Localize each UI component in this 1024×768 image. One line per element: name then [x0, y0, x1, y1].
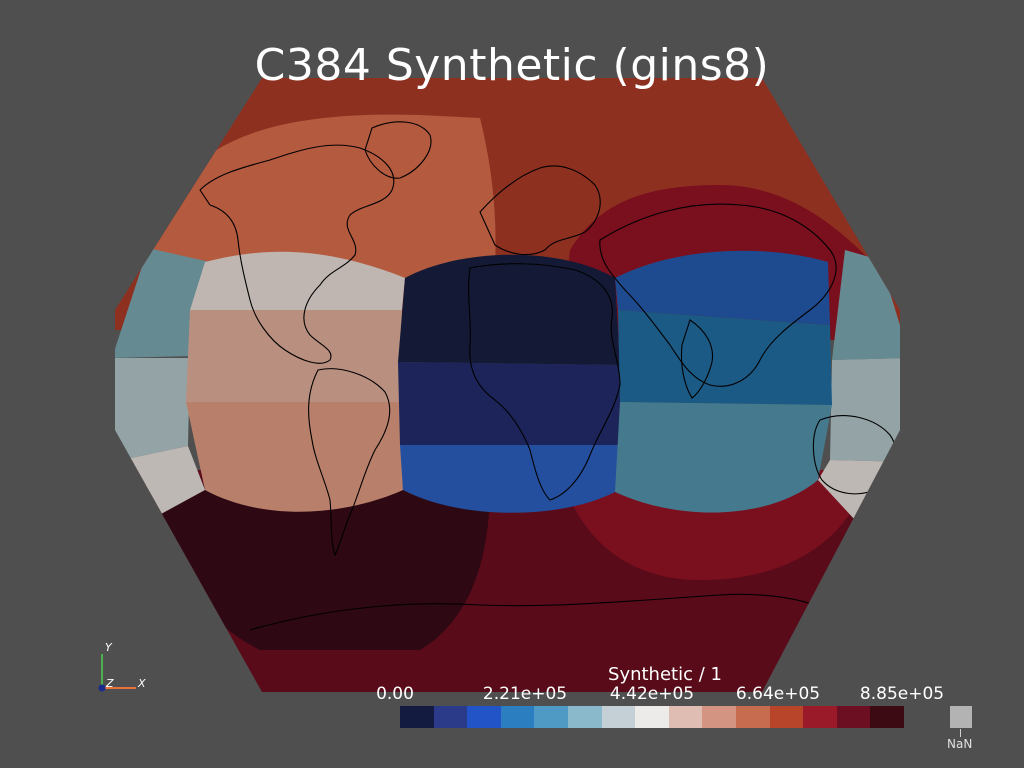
colorbar-swatch-3	[500, 706, 535, 728]
colorbar-tick-0: 0.00	[376, 684, 414, 704]
center-face-top	[398, 254, 620, 365]
colorbar-swatch-5	[567, 706, 602, 728]
x-axis-label: X	[137, 677, 146, 690]
left-face-bottom	[186, 402, 403, 512]
right-face-top	[615, 250, 830, 325]
colorbar-swatch-4	[534, 706, 568, 728]
coastline-asia	[599, 203, 837, 387]
colorbar-swatch-7	[635, 706, 669, 728]
colorbar-swatch-6	[601, 706, 636, 728]
colorbar-tick-1: 2.21e+05	[482, 684, 568, 704]
colorbar-title: Synthetic / 1	[608, 664, 722, 685]
nan-color-swatch	[950, 706, 972, 728]
coastline-antarctica	[249, 593, 841, 631]
coastline-africa	[468, 263, 621, 501]
cubed-sphere-mesh	[115, 78, 900, 692]
right-face-mid	[618, 310, 832, 405]
south-dark-region	[150, 485, 490, 650]
colorbar-swatch-8	[668, 706, 703, 728]
colorbar-swatch-1	[433, 706, 468, 728]
colorbar-tick-4: 8.85e+05	[859, 684, 945, 704]
orientation-axes: Y X Z	[98, 641, 146, 692]
colorbar-swatch-11	[769, 706, 804, 728]
right-face-bottom	[615, 402, 832, 513]
coastline-north-america	[199, 144, 395, 364]
far-left-face-bottom	[115, 446, 205, 520]
coastline-greenland	[364, 121, 432, 179]
nan-tick-line	[960, 729, 961, 737]
left-face-top	[190, 251, 405, 310]
z-axis-dot	[98, 684, 106, 692]
center-face-bottom	[400, 445, 620, 513]
colorbar-swatch-2	[467, 706, 501, 728]
coastline-south-america	[308, 368, 391, 557]
coastline-europe	[479, 165, 601, 256]
north-face-region	[150, 114, 496, 280]
far-left-face-top	[115, 248, 210, 358]
nan-label: NaN	[947, 737, 973, 751]
colorbar-tick-3: 6.64e+05	[735, 684, 821, 704]
colorbar-swatch-13	[836, 706, 871, 728]
plot-title: C384 Synthetic (gins8)	[254, 40, 770, 91]
far-right-face-top	[832, 250, 900, 360]
far-right-face-mid	[830, 358, 900, 462]
colorbar-swatch-10	[735, 706, 770, 728]
colorbar-tick-2: 4.42e+05	[609, 684, 695, 704]
z-axis-label: Z	[105, 677, 114, 690]
colorbar[interactable]	[400, 706, 904, 728]
far-left-face-mid	[115, 358, 190, 462]
coastlines	[199, 121, 897, 631]
y-axis-label: Y	[105, 641, 113, 654]
colorbar-swatch-9	[702, 706, 736, 728]
coastline-india	[680, 319, 714, 399]
colorbar-swatch-12	[803, 706, 837, 728]
center-face-mid	[398, 362, 620, 445]
colorbar-swatch-14	[870, 706, 904, 728]
colorbar-swatch-0	[400, 706, 434, 728]
